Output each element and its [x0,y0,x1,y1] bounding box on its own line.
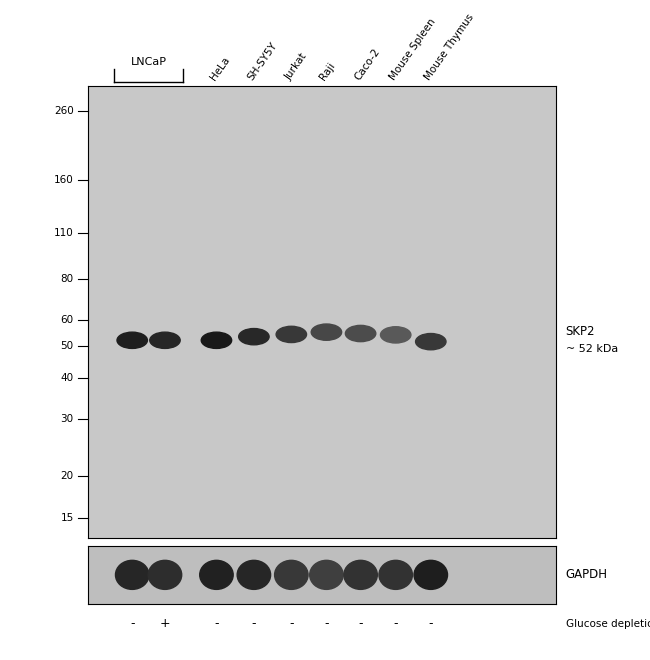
Ellipse shape [380,327,411,343]
Text: -: - [358,617,363,630]
Text: LNCaP: LNCaP [131,57,166,67]
Ellipse shape [202,332,231,348]
Text: -: - [324,617,329,630]
Text: -: - [130,617,135,630]
Text: ~ 52 kDa: ~ 52 kDa [566,344,618,354]
Text: 15: 15 [60,513,73,523]
Text: -: - [214,617,218,630]
Ellipse shape [200,560,233,589]
Text: -: - [252,617,256,630]
Ellipse shape [276,326,307,343]
Text: -: - [428,617,433,630]
Text: 80: 80 [60,274,73,284]
Ellipse shape [116,560,149,589]
Ellipse shape [237,560,270,589]
Ellipse shape [150,332,180,348]
Text: Caco-2: Caco-2 [352,47,382,82]
Text: Glucose depletion for 72 hr: Glucose depletion for 72 hr [566,618,650,629]
Text: Raji: Raji [318,61,337,82]
Text: 60: 60 [60,315,73,325]
Text: -: - [393,617,398,630]
Ellipse shape [345,325,376,342]
Ellipse shape [117,332,148,348]
Text: GAPDH: GAPDH [566,568,608,581]
Ellipse shape [309,560,343,589]
Ellipse shape [379,560,413,589]
Ellipse shape [274,560,308,589]
Text: +: + [160,617,170,630]
Ellipse shape [239,329,269,345]
Text: 260: 260 [54,106,73,116]
Text: SKP2: SKP2 [566,325,595,338]
Text: Jurkat: Jurkat [283,51,309,82]
Ellipse shape [311,324,342,341]
Text: -: - [289,617,294,630]
Text: 110: 110 [54,228,73,238]
Ellipse shape [415,333,446,350]
Text: 40: 40 [60,373,73,383]
Text: Mouse Spleen: Mouse Spleen [387,17,437,82]
Text: Mouse Thymus: Mouse Thymus [422,13,476,82]
Text: 20: 20 [60,471,73,482]
Ellipse shape [148,560,182,589]
Ellipse shape [344,560,377,589]
Text: SH-SY5Y: SH-SY5Y [246,41,279,82]
Text: HeLa: HeLa [208,55,231,82]
Text: 160: 160 [54,175,73,185]
Ellipse shape [414,560,447,589]
Text: 30: 30 [60,414,73,424]
Text: 50: 50 [60,341,73,351]
